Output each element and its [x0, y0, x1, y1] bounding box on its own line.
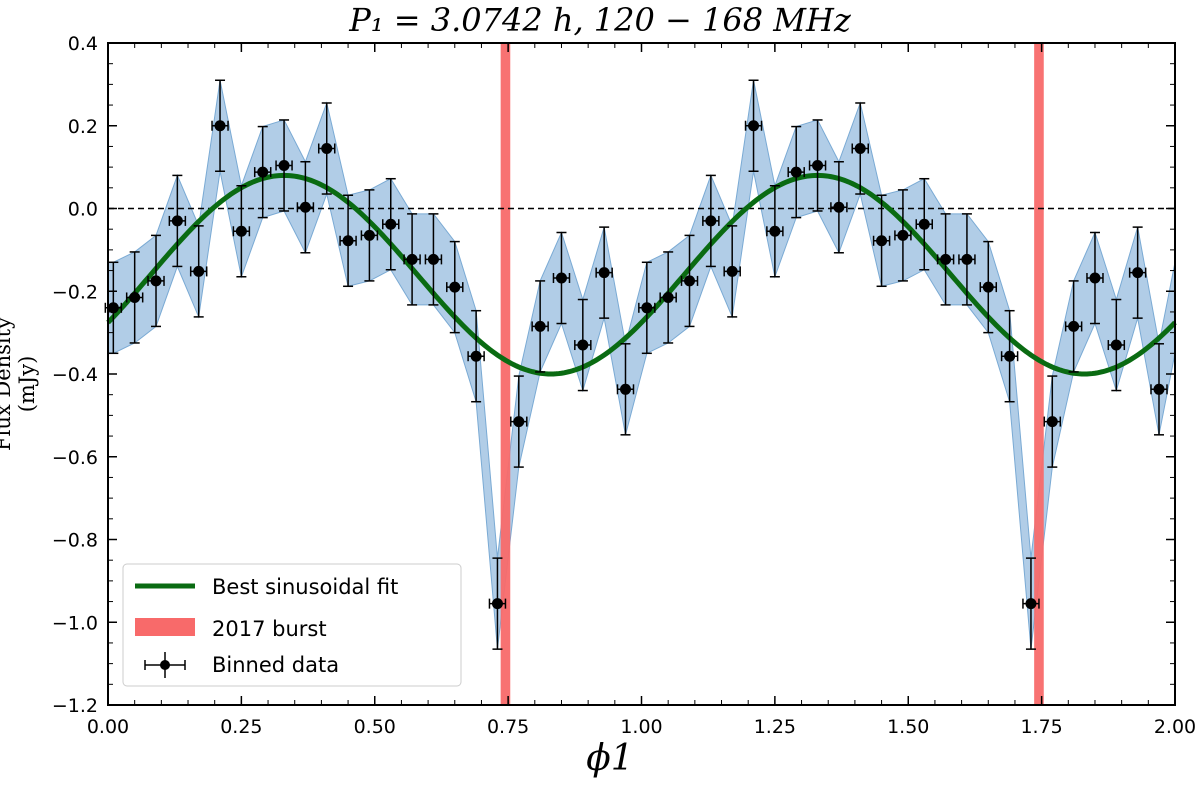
x-tick-label-3: 0.75	[487, 716, 529, 738]
y-tick-label-1: −1.0	[52, 612, 98, 634]
burst-region-0	[500, 43, 511, 705]
data-point-1	[125, 251, 144, 344]
legend-points-marker	[160, 660, 170, 670]
data-point-32	[787, 125, 805, 219]
data-point-11	[339, 194, 357, 288]
x-tick-label-4: 1.00	[620, 716, 662, 738]
data-point-41	[979, 240, 998, 334]
x-tick-label-2: 0.50	[354, 716, 396, 738]
data-points	[104, 79, 1168, 650]
data-point-16	[446, 240, 464, 334]
data-point-40	[958, 213, 976, 306]
x-tick-label-6: 1.50	[887, 716, 929, 738]
y-tick-label-7: 0.2	[68, 116, 98, 138]
data-point-9	[296, 160, 315, 254]
data-point-5	[211, 79, 229, 173]
data-point-14	[403, 213, 421, 306]
data-point-6	[232, 184, 251, 278]
axes: 0.00 0.25 0.50 0.75 1.00 1.25 1.50 1.75 2.00 −1.2…	[52, 33, 1196, 738]
x-tick-label-5: 1.25	[754, 716, 796, 738]
legend-box	[122, 563, 462, 687]
data-point-2	[147, 234, 165, 328]
data-point-20	[531, 280, 549, 373]
data-point-17	[467, 309, 485, 403]
data-point-4	[189, 225, 208, 318]
x-tick-label-8: 2.00	[1154, 716, 1196, 738]
data-point-3	[168, 174, 187, 268]
data-point-48	[1128, 226, 1147, 319]
data-point-45	[1064, 280, 1083, 373]
legend-fit-label: Best sinusoidal fit	[212, 575, 398, 599]
y-tick-label-0: −1.2	[52, 695, 98, 717]
data-point-42	[1000, 309, 1019, 403]
data-point-49	[1150, 343, 1168, 436]
data-point-25	[638, 261, 656, 355]
y-tick-label-4: −0.4	[52, 364, 98, 386]
x-tick-label-0: 0.00	[87, 716, 129, 738]
data-point-12	[360, 189, 379, 282]
data-point-23	[595, 226, 613, 319]
x-tick-label-7: 1.75	[1020, 716, 1062, 738]
burst-regions	[500, 43, 1044, 705]
data-point-37	[894, 189, 912, 282]
data-point-46	[1086, 231, 1104, 325]
legend-points-label: Binned data	[212, 653, 339, 677]
data-point-29	[723, 225, 741, 318]
data-point-44	[1043, 375, 1062, 468]
fit-line	[106, 172, 1177, 377]
data-point-13	[382, 177, 400, 271]
data-point-21	[552, 231, 571, 325]
data-point-28	[702, 174, 720, 268]
data-point-8	[275, 119, 293, 212]
x-axis-label: ϕ1	[586, 738, 634, 779]
fit-curve	[106, 172, 1177, 377]
data-point-47	[1107, 298, 1126, 392]
data-point-34	[830, 160, 848, 254]
data-point-7	[253, 125, 272, 219]
data-point-39	[936, 213, 955, 306]
y-tick-label-3: −0.6	[52, 447, 98, 469]
data-point-10	[317, 102, 336, 195]
x-tick-label-1: 0.25	[220, 716, 262, 738]
legend: Best sinusoidal fit 2017 burst Binned da…	[122, 563, 462, 687]
y-tick-label-5: −0.2	[52, 281, 98, 303]
y-tick-label-8: 0.4	[68, 33, 98, 55]
data-point-36	[872, 194, 891, 288]
data-point-24	[616, 343, 635, 436]
data-point-31	[766, 184, 784, 278]
data-point-15	[424, 213, 443, 306]
data-point-43	[1022, 557, 1040, 650]
y-tick-label-2: −0.8	[52, 530, 98, 552]
data-point-18	[488, 557, 507, 650]
chart-title: P₁ = 3.0742 h, 120 − 168 MHz	[349, 1, 851, 39]
data-point-19	[510, 375, 528, 468]
legend-burst-label: 2017 burst	[212, 617, 327, 641]
data-point-30	[744, 79, 763, 173]
data-point-22	[574, 298, 592, 392]
legend-burst-swatch	[135, 618, 195, 636]
data-point-33	[808, 119, 827, 212]
y-tick-label-6: 0.0	[68, 199, 98, 221]
data-point-38	[915, 177, 934, 271]
burst-region-1	[1034, 43, 1044, 705]
data-point-26	[659, 251, 677, 344]
data-point-0	[104, 261, 123, 355]
data-point-35	[851, 102, 869, 195]
data-point-27	[680, 234, 699, 328]
